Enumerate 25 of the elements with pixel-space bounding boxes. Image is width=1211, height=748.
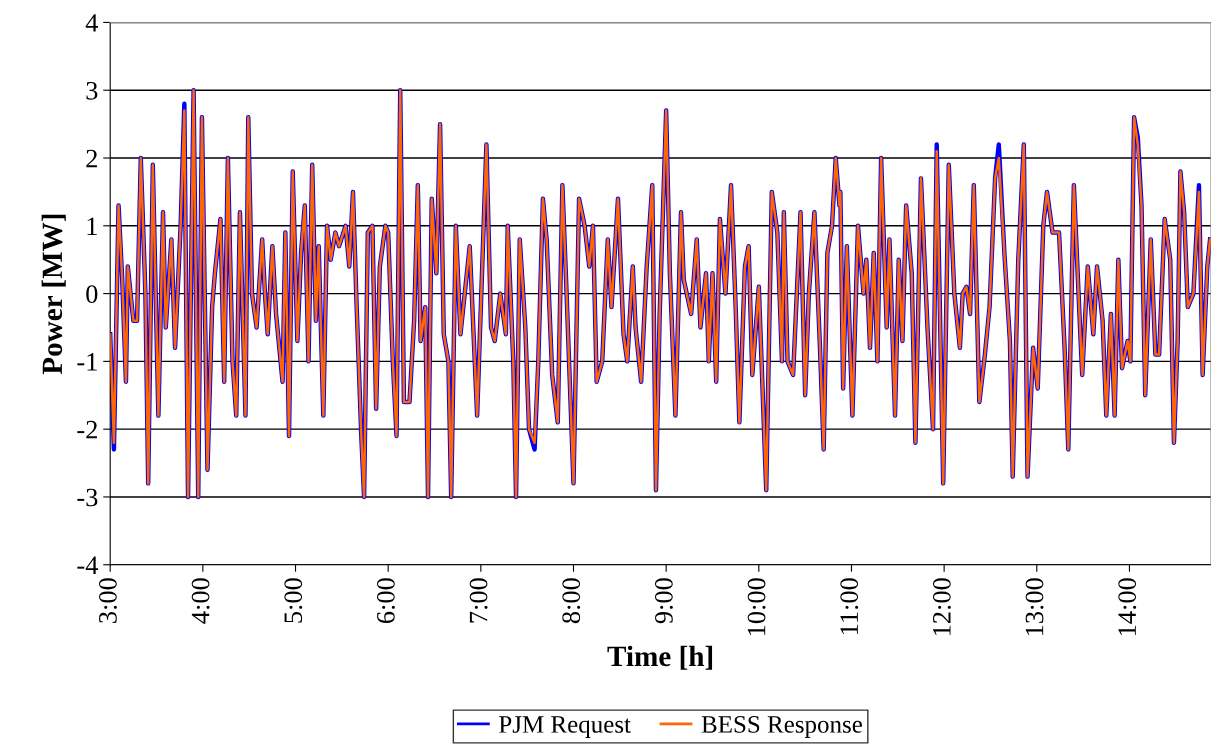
x-axis-title: Time [h] xyxy=(607,645,713,670)
y-tick-label: 2 xyxy=(86,149,97,168)
x-tick-label: 13:00 xyxy=(1025,578,1044,636)
x-tick-label: 10:00 xyxy=(747,578,766,636)
x-tick-label: 8:00 xyxy=(562,578,581,624)
y-tick-label: -3 xyxy=(77,488,98,507)
y-axis-title: Power [MW] xyxy=(41,214,66,375)
y-tick-label: 1 xyxy=(87,217,97,235)
x-tick-label: 14:00 xyxy=(1118,578,1137,636)
x-tick-label: 7:00 xyxy=(469,578,488,623)
y-tick-label: -2 xyxy=(77,420,97,439)
legend-label: BESS Response xyxy=(701,716,862,738)
x-tick-label: 4:00 xyxy=(191,578,210,624)
x-tick-label: 6:00 xyxy=(376,578,395,624)
y-tick-label: 0 xyxy=(86,285,98,304)
x-tick-label: 5:00 xyxy=(284,578,303,623)
y-tick-label: 4 xyxy=(85,14,98,32)
y-tick-label: -4 xyxy=(77,556,98,574)
x-tick-label: 9:00 xyxy=(654,578,673,624)
x-tick-label: 3:00 xyxy=(99,578,117,623)
x-tick-label: 11:00 xyxy=(840,578,859,635)
x-tick-label: 12:00 xyxy=(932,578,951,636)
y-tick-label: 3 xyxy=(86,81,98,100)
y-tick-label: -1 xyxy=(77,353,97,371)
legend-label: PJM Request xyxy=(499,716,631,738)
